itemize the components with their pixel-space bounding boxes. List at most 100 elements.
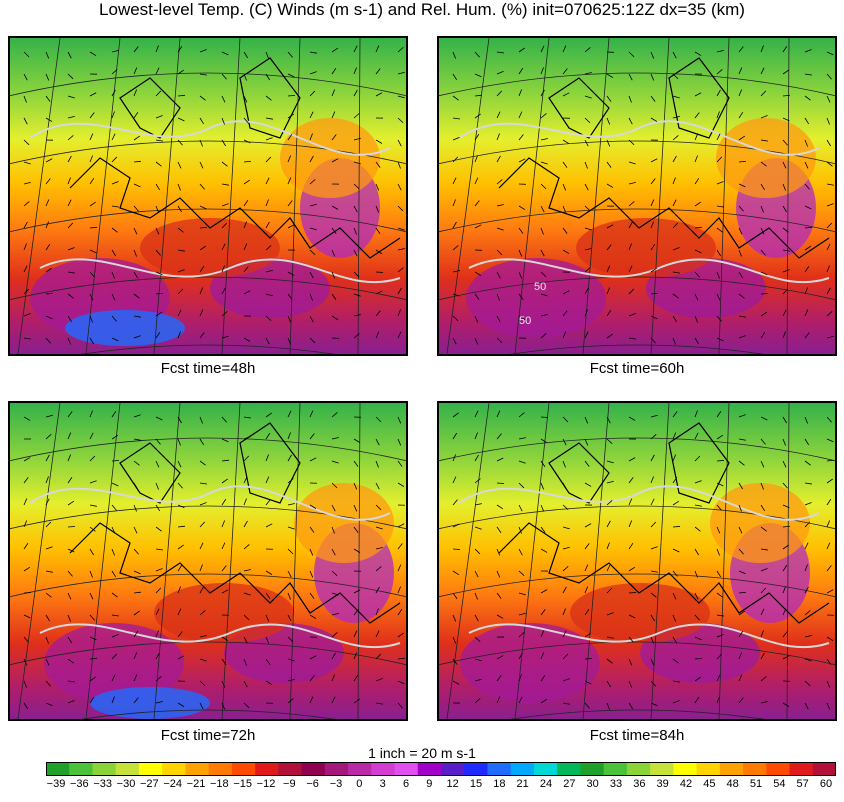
wind-vector [562,161,568,168]
wind-vector [496,655,504,660]
wind-vector [540,271,547,278]
temperature-region [280,118,380,198]
wind-vector [672,476,678,484]
wind-vector [287,224,295,229]
wind-vector [177,45,183,53]
wind-vector [111,696,115,704]
wind-vector [309,155,314,163]
wind-vector [518,632,525,638]
wind-vector [353,89,358,97]
wind-vector [584,482,592,487]
wind-vector [309,526,315,533]
wind-vector [496,204,504,207]
wind-vector [716,570,722,578]
wind-vector [826,658,832,665]
wind-vector [353,249,358,257]
wind-vector [199,183,205,190]
wind-vector [672,73,679,80]
wind-vector [826,311,833,317]
wind-vector [221,658,227,665]
wind-vector [474,678,482,682]
wind-vector [177,161,182,169]
latitude-line [10,208,406,233]
wind-vector [804,460,811,466]
latitude-line [10,573,406,598]
wind-vector [804,183,810,190]
wind-vector [628,337,636,340]
wind-vector [518,674,522,682]
wind-vector [496,227,504,231]
wind-vector [265,221,270,229]
wind-vector [474,478,481,484]
wind-vector [221,265,225,273]
wind-vector [716,548,720,556]
wind-vector [804,161,809,169]
wind-vector [265,476,270,484]
wind-vector [199,635,207,638]
wind-vector [221,139,226,147]
wind-vector [397,543,403,550]
wind-vector [155,460,160,468]
colorbar-tick-label: −27 [139,778,159,790]
coastline [69,57,401,259]
wind-vector [353,460,359,467]
wind-vector [177,631,183,638]
wind-vector [67,315,73,323]
wind-vector [628,73,633,81]
wind-vector [738,183,746,188]
wind-vector [397,117,404,124]
wind-vector [331,526,335,534]
wind-vector [287,570,292,578]
wind-vector [177,525,186,528]
wind-vector [628,243,632,251]
wind-vector [89,432,94,440]
wind-vector [628,592,637,594]
wind-vector [177,544,184,550]
wind-vector [375,45,380,53]
wind-vector [67,51,72,59]
wind-vector [672,222,679,229]
wind-vector [243,476,248,484]
wind-vector [331,613,339,616]
wind-vector [67,155,72,163]
wind-vector [694,337,699,345]
wind-vector [584,331,589,339]
wind-vector [265,614,270,622]
wind-vector [45,636,49,644]
wind-vector [760,630,764,638]
wind-vector [584,658,593,660]
colorbar-tick-labels: −39 −36 −33 −30 −27 −24 −21 −18 −15 −12 −9 −6 −3 0 3 6 9… [46,778,836,798]
wind-vector [782,288,789,295]
wind-vector [452,337,457,345]
colorbar-segment [278,762,303,776]
wind-vector [375,526,383,530]
wind-vector [397,416,402,424]
wind-vector [353,504,358,512]
wind-vector [452,245,459,251]
temperature-region [44,623,184,703]
wind-vector [716,410,722,418]
map-panel-48h [8,36,408,356]
wind-vector [496,614,504,619]
wind-vector [474,698,481,704]
wind-vector [287,271,295,276]
wind-vector [331,632,338,638]
wind-vector [628,702,634,710]
wind-vector [243,436,251,440]
wind-vector [89,133,94,141]
wind-vector [45,434,52,440]
wind-vector [496,111,501,119]
wind-vector [309,675,315,682]
humidity-contour [29,120,401,284]
wind-vector [353,698,360,704]
wind-vector [716,674,721,682]
wind-vector [375,139,383,144]
wind-vector [309,271,314,279]
wind-vector [716,460,725,462]
colorbar-segment [138,762,163,776]
wind-vector [89,271,95,278]
wind-vector [375,630,380,638]
wind-vector [518,271,523,279]
wind-vector [628,416,636,421]
wind-vector [496,133,500,141]
